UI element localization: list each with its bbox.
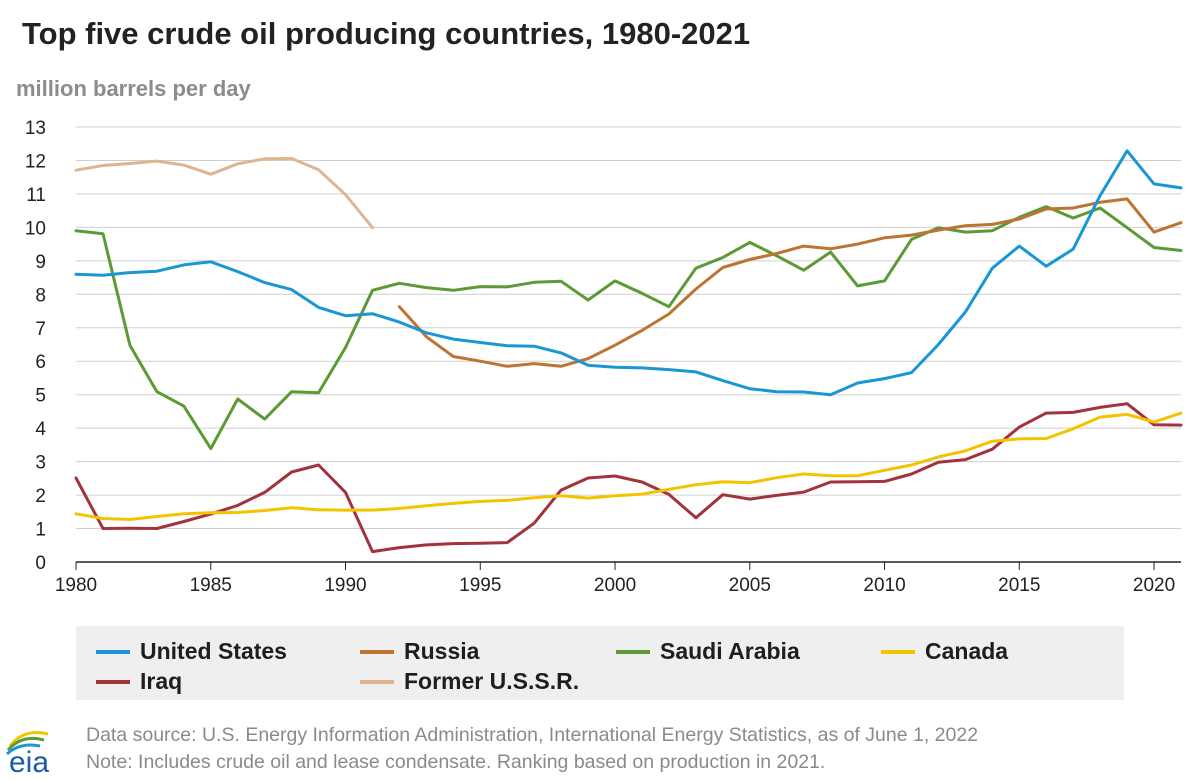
- legend-swatch-united-states: [96, 649, 130, 654]
- y-tick-label-5: 5: [35, 386, 46, 407]
- series-line-united-states: [74, 149, 1183, 397]
- y-tick-label-2: 2: [35, 486, 46, 507]
- series-lines: [74, 149, 1183, 554]
- eia-logo: eia: [5, 731, 49, 776]
- y-tick-label-8: 8: [35, 285, 46, 306]
- y-tick-label-10: 10: [25, 218, 46, 239]
- series-line-canada: [74, 411, 1183, 521]
- legend-item-united-states: United States: [96, 638, 287, 665]
- x-tick-label-2020: 2020: [1133, 575, 1175, 596]
- legend-item-russia: Russia: [360, 638, 479, 665]
- legend-swatch-iraq: [96, 679, 130, 684]
- series-line-former-u-s-s-r: [74, 157, 374, 230]
- y-tick-label-11: 11: [26, 185, 46, 206]
- gridlines: [75, 126, 1181, 570]
- x-tick-labels: 1980 1985 1990 1995 2000 2005 2010 2015 2020: [55, 575, 1175, 596]
- y-tick-label-6: 6: [35, 352, 46, 373]
- y-axis-unit-label: million barrels per day: [16, 76, 251, 101]
- legend-label-united-states: United States: [140, 638, 287, 664]
- x-tick-label-1995: 1995: [459, 575, 501, 596]
- legend-swatch-canada: [881, 649, 915, 654]
- legend-item-iraq: Iraq: [96, 668, 182, 695]
- x-tick-label-2010: 2010: [863, 575, 905, 596]
- y-tick-label-12: 12: [25, 151, 46, 172]
- y-tick-label-7: 7: [35, 319, 46, 340]
- legend-item-former-ussr: Former U.S.S.R.: [360, 668, 579, 695]
- series-line-iraq: [74, 402, 1183, 554]
- logo-arc-yellow: [8, 731, 49, 747]
- footnote: Note: Includes crude oil and lease conde…: [86, 751, 826, 773]
- y-tick-label-13: 13: [25, 118, 46, 139]
- legend: United States Russia Saudi Arabia Canada…: [76, 626, 1124, 700]
- x-tick-label-1980: 1980: [55, 575, 97, 596]
- y-tick-label-1: 1: [35, 520, 46, 541]
- legend-swatch-former-ussr: [360, 679, 394, 684]
- x-tick-label-2000: 2000: [594, 575, 636, 596]
- legend-swatch-russia: [360, 649, 394, 654]
- x-tick-label-1985: 1985: [190, 575, 232, 596]
- series-line-saudi-arabia: [74, 205, 1183, 451]
- x-tick-label-1990: 1990: [324, 575, 366, 596]
- legend-swatch-saudi-arabia: [616, 649, 650, 654]
- series-line-russia: [397, 197, 1183, 368]
- chart-title: Top five crude oil producing countries, …: [22, 16, 751, 51]
- y-tick-label-9: 9: [35, 252, 46, 273]
- legend-label-russia: Russia: [404, 638, 480, 664]
- x-tick-label-2005: 2005: [729, 575, 771, 596]
- footer: Data source: U.S. Energy Information Adm…: [86, 722, 978, 776]
- y-tick-label-4: 4: [35, 419, 46, 440]
- data-source-note: Data source: U.S. Energy Information Adm…: [86, 724, 979, 746]
- logo-arc-blue: [5, 743, 41, 756]
- legend-label-iraq: Iraq: [140, 668, 183, 694]
- legend-label-canada: Canada: [925, 638, 1009, 664]
- legend-label-former-ussr: Former U.S.S.R.: [404, 668, 580, 694]
- legend-item-saudi-arabia: Saudi Arabia: [616, 638, 800, 665]
- logo-arc-green: [6, 736, 45, 752]
- x-tick-label-2015: 2015: [998, 575, 1040, 596]
- legend-label-saudi-arabia: Saudi Arabia: [660, 638, 800, 664]
- y-tick-label-3: 3: [35, 453, 46, 474]
- logo-text: eia: [9, 746, 49, 776]
- legend-item-canada: Canada: [881, 638, 1008, 665]
- y-tick-label-0: 0: [35, 553, 46, 574]
